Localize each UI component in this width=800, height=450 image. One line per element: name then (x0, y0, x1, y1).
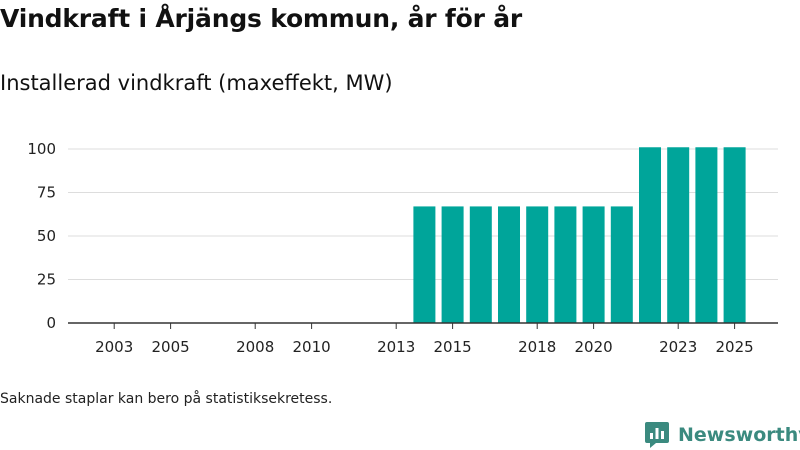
y-tick-label: 100 (27, 140, 56, 158)
chart-subtitle: Installerad vindkraft (maxeffekt, MW) (0, 71, 393, 95)
bar-2024[interactable] (695, 147, 718, 323)
x-tick-label: 2003 (95, 338, 133, 356)
chart-title: Vindkraft i Årjängs kommun, år för år (0, 4, 523, 33)
brand-name: Newsworthy (678, 424, 800, 446)
bar-2015[interactable] (441, 206, 464, 323)
bar-2020[interactable] (582, 206, 605, 323)
y-tick-label: 0 (46, 314, 56, 332)
bar-2021[interactable] (610, 206, 633, 323)
x-tick-label: 2013 (377, 338, 415, 356)
bar-2016[interactable] (469, 206, 492, 323)
x-tick-label: 2010 (293, 338, 331, 356)
bar-2023[interactable] (667, 147, 690, 323)
x-tick-label: 2025 (716, 338, 754, 356)
bar-2025[interactable] (723, 147, 746, 323)
x-tick-label: 2008 (236, 338, 274, 356)
brand-logo[interactable]: Newsworthy (644, 421, 800, 449)
y-tick-label: 25 (37, 271, 56, 289)
x-tick-label: 2005 (152, 338, 190, 356)
bar-2017[interactable] (498, 206, 520, 323)
x-tick-label: 2018 (518, 338, 556, 356)
x-tick-label: 2015 (434, 338, 472, 356)
bar-2018[interactable] (526, 206, 549, 323)
x-tick-label: 2023 (659, 338, 697, 356)
bars (413, 147, 746, 323)
bar-chart-logo-icon (645, 422, 669, 448)
y-tick-label: 50 (37, 227, 56, 245)
bar-chart: 0 25 50 75 100 2003 2005 2008 2010 2013 2015 2018 20… (27, 140, 778, 356)
bar-2014[interactable] (413, 206, 436, 323)
bar-2022[interactable] (639, 147, 661, 323)
axes: 0 25 50 75 100 2003 2005 2008 2010 2013 2015 2018 20… (27, 140, 778, 356)
footnote: Saknade staplar kan bero på statistiksek… (0, 391, 333, 407)
x-tick-label: 2020 (575, 338, 613, 356)
bar-2019[interactable] (554, 206, 577, 323)
y-tick-label: 75 (37, 184, 56, 202)
